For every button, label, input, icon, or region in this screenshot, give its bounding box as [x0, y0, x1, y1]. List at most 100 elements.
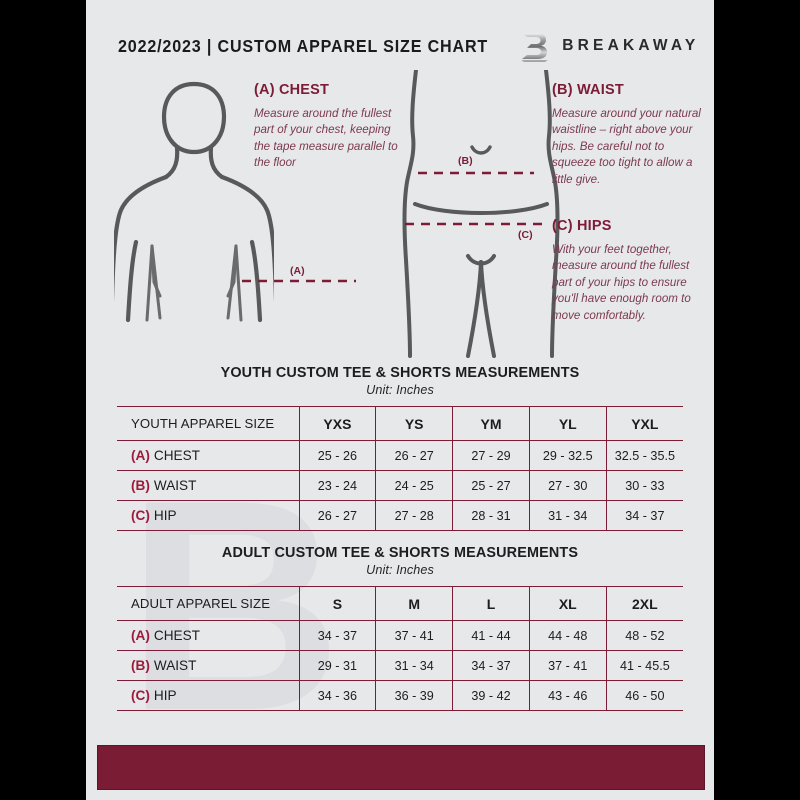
footer-accent-bar — [97, 745, 705, 790]
youth-row-header-label: YOUTH APPAREL SIZE — [117, 406, 299, 441]
brand-name: BREAKAWAY — [562, 37, 700, 54]
hips-measure-label: (C) — [518, 229, 533, 241]
youth-r0-c0: 25 - 26 — [298, 440, 376, 471]
marker-b: (B) — [131, 658, 150, 673]
youth-col-0: YXS — [298, 406, 376, 441]
youth-row-0-name: CHEST — [153, 448, 200, 463]
marker-a: (A) — [131, 628, 150, 643]
waist-measure-label: (B) — [458, 155, 473, 167]
youth-row-2-name: HIP — [153, 508, 177, 523]
adult-r0-c3: 44 - 48 — [528, 620, 607, 651]
adult-r2-c3: 43 - 46 — [528, 680, 607, 711]
youth-table-title: YOUTH CUSTOM TEE & SHORTS MEASUREMENTS — [220, 365, 580, 381]
adult-r1-c2: 34 - 37 — [452, 650, 530, 681]
youth-row-2-label: (C) HIP — [117, 500, 299, 531]
adult-col-4: 2XL — [605, 586, 683, 621]
table-header-row: YOUTH APPAREL SIZE YXS YS YM YL YXL — [117, 406, 683, 441]
adult-r1-c3: 37 - 41 — [528, 650, 607, 681]
adult-r1-c1: 31 - 34 — [375, 650, 453, 681]
adult-r2-c0: 34 - 36 — [298, 680, 376, 711]
adult-r1-c4: 41 - 45.5 — [605, 650, 683, 681]
marker-b: (B) — [131, 478, 150, 493]
chest-measure-label: (A) — [290, 265, 305, 277]
adult-row-1-label: (B) WAIST — [117, 650, 299, 681]
callout-hips: (C) HIPS With your feet together, measur… — [552, 218, 702, 324]
page-header: 2022/2023 | CUSTOM APPAREL SIZE CHART — [86, 26, 714, 66]
adult-col-2: L — [452, 586, 530, 621]
marker-c: (C) — [131, 688, 150, 703]
callout-hips-body: With your feet together, measure around … — [552, 243, 691, 322]
adult-row-header-label: ADULT APPAREL SIZE — [117, 586, 299, 621]
callout-chest: (A) CHEST Measure around the fullest par… — [254, 82, 404, 172]
adult-row-1-name: WAIST — [153, 658, 197, 673]
upper-body-figure-icon — [114, 81, 274, 323]
youth-col-2: YM — [452, 406, 530, 441]
lower-body-figure-icon — [402, 70, 560, 358]
callout-chest-heading: (A) CHEST — [254, 82, 330, 98]
callout-hips-heading: (C) HIPS — [552, 218, 612, 234]
table-row: (C) HIP 34 - 36 36 - 39 39 - 42 43 - 46 4… — [117, 680, 683, 711]
table-row: (A) CHEST 25 - 26 26 - 27 27 - 29 29 - 32… — [117, 440, 683, 471]
adult-r0-c1: 37 - 41 — [375, 620, 453, 651]
adult-r0-c4: 48 - 52 — [605, 620, 683, 651]
adult-size-table: ADULT APPAREL SIZE S M L XL 2XL (A) CHEST… — [117, 586, 683, 711]
youth-r1-c4: 30 - 33 — [605, 470, 683, 501]
youth-r1-c2: 25 - 27 — [452, 470, 530, 501]
youth-table-unit: Unit: Inches — [366, 383, 434, 397]
table-row: (B) WAIST 23 - 24 24 - 25 25 - 27 27 - 30… — [117, 470, 683, 501]
youth-r0-c4: 32.5 - 35.5 — [605, 440, 683, 471]
breakaway-b-logo-icon — [521, 33, 549, 62]
callout-chest-body: Measure around the fullest part of your … — [254, 107, 398, 170]
adult-row-2-label: (C) HIP — [117, 680, 299, 711]
adult-col-1: M — [375, 586, 453, 621]
brand-lockup: BREAKAWAY — [520, 30, 699, 62]
waist-measure-line — [418, 171, 534, 175]
adult-r0-c0: 34 - 37 — [298, 620, 376, 651]
size-chart-page: B 2022/2023 | CUSTOM APPAREL SIZE CHART — [86, 0, 714, 800]
youth-r0-c3: 29 - 32.5 — [528, 440, 607, 471]
youth-r1-c1: 24 - 25 — [375, 470, 453, 501]
youth-col-4: YXL — [605, 406, 683, 441]
page-title: 2022/2023 | CUSTOM APPAREL SIZE CHART — [118, 35, 489, 56]
youth-r0-c2: 27 - 29 — [452, 440, 530, 471]
chest-measure-line — [242, 279, 356, 283]
adult-r0-c2: 41 - 44 — [452, 620, 530, 651]
callout-waist-body: Measure around your natural waistline – … — [552, 107, 701, 186]
youth-r0-c1: 26 - 27 — [375, 440, 453, 471]
youth-col-3: YL — [528, 406, 607, 441]
youth-row-0-label: (A) CHEST — [117, 440, 299, 471]
adult-row-0-name: CHEST — [153, 628, 200, 643]
youth-size-table: YOUTH APPAREL SIZE YXS YS YM YL YXL (A) C… — [117, 406, 683, 531]
table-header-row: ADULT APPAREL SIZE S M L XL 2XL — [117, 586, 683, 621]
youth-r2-c2: 28 - 31 — [452, 500, 530, 531]
marker-c: (C) — [131, 508, 150, 523]
table-row: (C) HIP 26 - 27 27 - 28 28 - 31 31 - 34 3… — [117, 500, 683, 531]
marker-a: (A) — [131, 448, 150, 463]
adult-row-0-label: (A) CHEST — [117, 620, 299, 651]
adult-table-title: ADULT CUSTOM TEE & SHORTS MEASUREMENTS — [221, 545, 579, 561]
callout-waist: (B) WAIST Measure around your natural wa… — [552, 82, 702, 188]
callout-waist-heading: (B) WAIST — [552, 82, 624, 98]
youth-col-1: YS — [375, 406, 453, 441]
adult-r2-c1: 36 - 39 — [375, 680, 453, 711]
adult-r1-c0: 29 - 31 — [298, 650, 376, 681]
youth-size-table-block: YOUTH CUSTOM TEE & SHORTS MEASUREMENTS U… — [86, 365, 714, 531]
youth-r2-c1: 27 - 28 — [375, 500, 453, 531]
adult-col-0: S — [298, 586, 376, 621]
hips-measure-line — [405, 222, 547, 226]
youth-r2-c0: 26 - 27 — [298, 500, 376, 531]
youth-r1-c0: 23 - 24 — [298, 470, 376, 501]
youth-r1-c3: 27 - 30 — [528, 470, 607, 501]
adult-r2-c4: 46 - 50 — [605, 680, 683, 711]
table-row: (A) CHEST 34 - 37 37 - 41 41 - 44 44 - 48… — [117, 620, 683, 651]
adult-table-unit: Unit: Inches — [366, 563, 434, 577]
adult-size-table-block: ADULT CUSTOM TEE & SHORTS MEASUREMENTS U… — [86, 545, 714, 711]
youth-r2-c3: 31 - 34 — [528, 500, 607, 531]
adult-col-3: XL — [528, 586, 607, 621]
table-row: (B) WAIST 29 - 31 31 - 34 34 - 37 37 - 41… — [117, 650, 683, 681]
measurement-illustrations: (A) (B) (C) — [86, 70, 714, 360]
youth-r2-c4: 34 - 37 — [605, 500, 683, 531]
adult-r2-c2: 39 - 42 — [452, 680, 530, 711]
youth-row-1-name: WAIST — [153, 478, 197, 493]
